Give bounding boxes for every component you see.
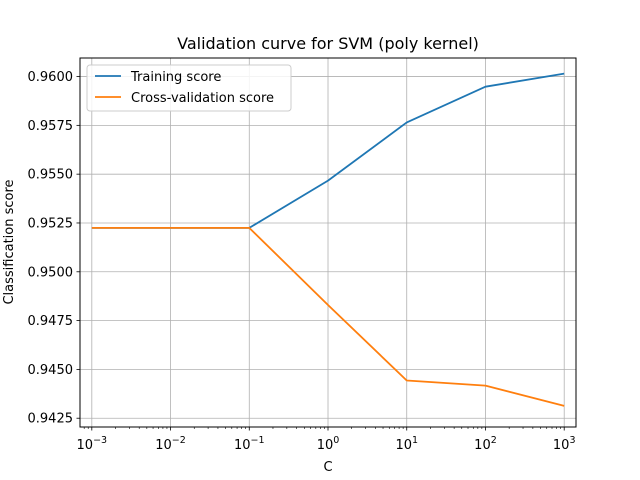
y-axis-ticks: 0.9425 0.9450 0.9475 0.9500 0.9525 0.9550 0.95… xyxy=(28,70,80,427)
grid xyxy=(80,58,576,427)
x-tick-label: 10−1 xyxy=(234,435,265,453)
legend-box xyxy=(86,64,292,112)
x-tick-label: 100 xyxy=(317,435,340,453)
x-tick-label: 10−3 xyxy=(77,435,108,453)
x-tick-label: 102 xyxy=(474,435,497,453)
y-tick-label: 0.9425 xyxy=(28,412,74,427)
y-tick-label: 0.9525 xyxy=(28,216,74,231)
legend-label-training: Training score xyxy=(130,70,221,85)
chart-title: Validation curve for SVM (poly kernel) xyxy=(177,34,479,53)
x-tick-label: 10−2 xyxy=(155,435,186,453)
legend: Training score Cross-validation score xyxy=(86,64,292,112)
y-tick-label: 0.9600 xyxy=(28,70,74,85)
legend-label-cross-validation: Cross-validation score xyxy=(131,91,274,106)
series-group xyxy=(91,72,565,407)
y-axis-label: Classification score xyxy=(2,179,17,304)
x-axis-label: C xyxy=(323,460,332,475)
y-tick-label: 0.9450 xyxy=(28,363,74,378)
series-line-1 xyxy=(91,226,565,407)
y-tick-label: 0.9575 xyxy=(28,119,74,134)
x-tick-label: 103 xyxy=(553,435,576,453)
y-tick-label: 0.9475 xyxy=(28,314,74,329)
x-tick-label: 101 xyxy=(395,435,418,453)
y-tick-label: 0.9500 xyxy=(28,265,74,280)
x-axis-ticks: 10−3 10−2 10−1 100 101 102 103 xyxy=(77,427,576,453)
y-tick-label: 0.9550 xyxy=(28,168,74,183)
